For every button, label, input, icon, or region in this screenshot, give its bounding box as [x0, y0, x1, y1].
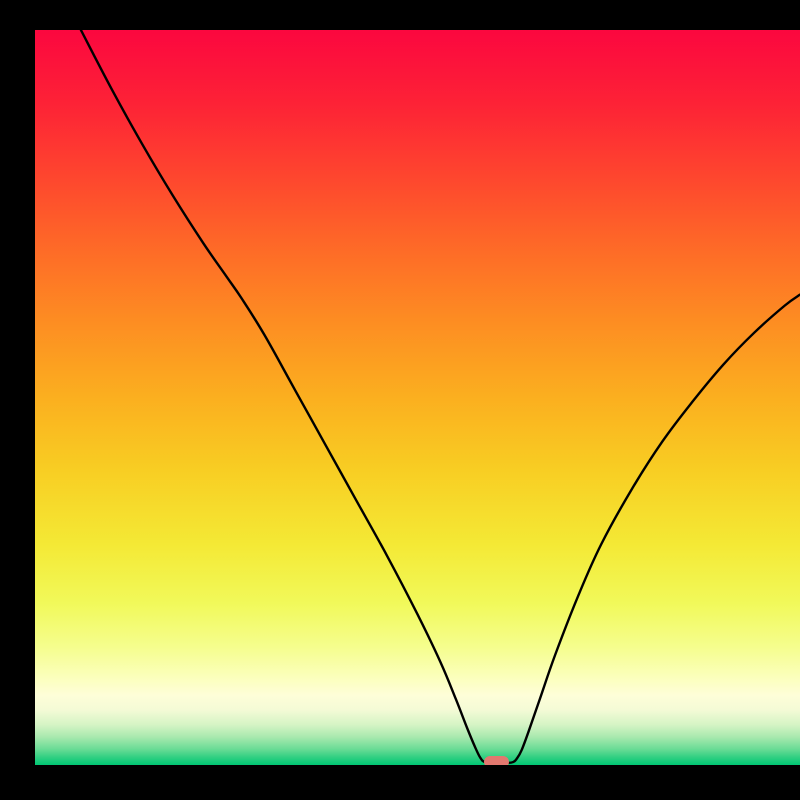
bottleneck-curve — [35, 30, 800, 765]
frame-left — [0, 0, 35, 800]
curve-path — [81, 30, 800, 763]
frame-bottom — [0, 765, 800, 800]
optimum-marker — [484, 756, 508, 765]
plot-area — [35, 30, 800, 765]
frame-top — [0, 0, 800, 30]
chart-container: TheBottleneck.com — [0, 0, 800, 800]
